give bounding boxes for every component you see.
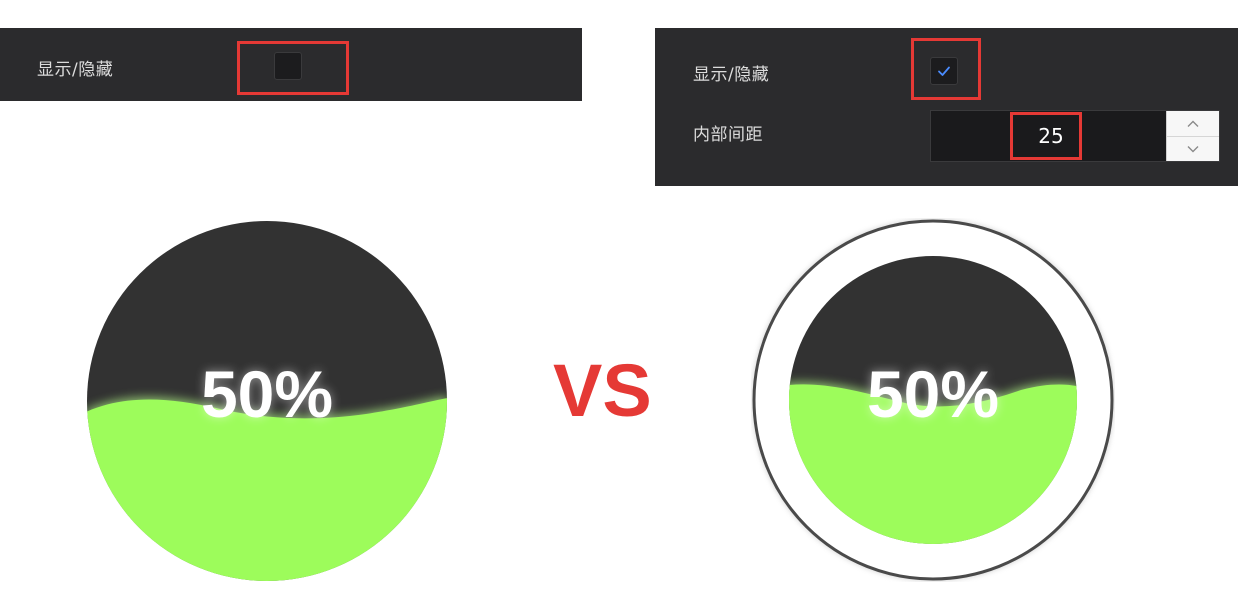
liquid-gauge-after: 50% bbox=[751, 218, 1115, 582]
highlight-box-checkbox bbox=[237, 41, 349, 95]
settings-panel-before: 显示/隐藏 bbox=[0, 28, 582, 101]
visibility-checkbox[interactable] bbox=[930, 57, 958, 85]
liquid-gauge-before: 50% bbox=[86, 220, 448, 582]
chevron-up-icon bbox=[1187, 120, 1199, 127]
padding-number-input[interactable]: 25 bbox=[930, 110, 1220, 162]
liquid-wave bbox=[87, 398, 447, 581]
liquid-fill-chart bbox=[752, 219, 1114, 581]
vs-label: VS bbox=[553, 349, 652, 432]
padding-value[interactable]: 25 bbox=[1038, 124, 1064, 148]
visibility-label: 显示/隐藏 bbox=[693, 65, 770, 85]
check-icon bbox=[938, 66, 950, 76]
chevron-down-icon bbox=[1187, 145, 1199, 152]
percent-label: 50% bbox=[200, 357, 334, 431]
decrement-button[interactable] bbox=[1167, 136, 1219, 161]
visibility-checkbox[interactable] bbox=[274, 52, 302, 80]
highlight-box-checkbox bbox=[911, 38, 981, 100]
number-stepper bbox=[1166, 111, 1219, 161]
increment-button[interactable] bbox=[1167, 111, 1219, 137]
visibility-label: 显示/隐藏 bbox=[37, 60, 114, 80]
highlight-box-padding bbox=[1010, 112, 1082, 160]
settings-panel-after: 显示/隐藏 内部间距 25 bbox=[655, 28, 1238, 186]
percent-label: 50% bbox=[866, 357, 1000, 431]
liquid-wave bbox=[789, 384, 1077, 544]
liquid-fill-chart bbox=[87, 221, 447, 581]
padding-label: 内部间距 bbox=[693, 125, 763, 145]
